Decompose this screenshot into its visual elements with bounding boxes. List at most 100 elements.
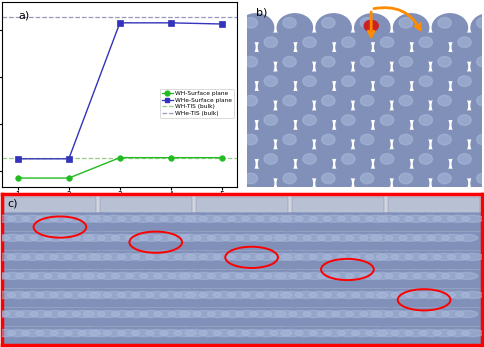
Circle shape <box>13 251 68 269</box>
Circle shape <box>154 311 176 318</box>
Circle shape <box>168 272 190 279</box>
Circle shape <box>27 327 82 345</box>
Circle shape <box>247 289 302 307</box>
Circle shape <box>239 14 274 42</box>
Circle shape <box>50 253 72 260</box>
Circle shape <box>419 37 433 48</box>
Circle shape <box>303 311 325 318</box>
Circle shape <box>286 289 342 307</box>
Circle shape <box>89 270 144 288</box>
Circle shape <box>190 289 246 307</box>
Circle shape <box>207 234 229 242</box>
Circle shape <box>371 311 393 318</box>
Circle shape <box>255 308 311 326</box>
Circle shape <box>266 308 321 326</box>
Circle shape <box>256 330 278 337</box>
Circle shape <box>413 72 449 100</box>
Circle shape <box>117 232 172 250</box>
Circle shape <box>80 213 136 231</box>
Circle shape <box>160 291 182 298</box>
Circle shape <box>170 232 226 250</box>
Circle shape <box>297 111 333 139</box>
Circle shape <box>329 213 384 231</box>
Circle shape <box>438 173 451 184</box>
Circle shape <box>447 253 469 260</box>
Circle shape <box>368 289 424 307</box>
Circle shape <box>289 234 311 242</box>
Circle shape <box>332 234 354 242</box>
Circle shape <box>458 37 471 48</box>
Circle shape <box>108 289 164 307</box>
Circle shape <box>452 111 484 139</box>
Circle shape <box>303 76 316 86</box>
Circle shape <box>441 272 464 279</box>
Circle shape <box>309 330 331 337</box>
Circle shape <box>227 270 282 288</box>
Circle shape <box>477 18 484 28</box>
Circle shape <box>69 251 125 269</box>
Circle shape <box>94 213 150 231</box>
Circle shape <box>125 234 148 242</box>
Circle shape <box>343 289 398 307</box>
Circle shape <box>125 272 148 279</box>
Circle shape <box>441 311 464 318</box>
Circle shape <box>361 134 374 145</box>
Circle shape <box>247 327 302 345</box>
Circle shape <box>419 154 433 164</box>
Circle shape <box>317 311 339 318</box>
Circle shape <box>261 251 317 269</box>
Circle shape <box>137 251 193 269</box>
Circle shape <box>410 289 466 307</box>
Circle shape <box>316 53 351 81</box>
Circle shape <box>74 308 130 326</box>
Circle shape <box>264 311 286 318</box>
Circle shape <box>247 213 302 231</box>
Circle shape <box>418 270 474 288</box>
Circle shape <box>309 291 331 298</box>
Circle shape <box>281 215 303 222</box>
Circle shape <box>204 213 260 231</box>
Circle shape <box>432 130 468 158</box>
Circle shape <box>0 270 48 288</box>
Circle shape <box>218 251 274 269</box>
Circle shape <box>89 308 144 326</box>
Circle shape <box>0 327 40 345</box>
Circle shape <box>41 213 97 231</box>
Circle shape <box>179 272 201 279</box>
Text: b): b) <box>256 7 268 17</box>
Circle shape <box>212 270 268 288</box>
Circle shape <box>342 154 355 164</box>
Circle shape <box>63 232 119 250</box>
Circle shape <box>286 213 342 231</box>
Circle shape <box>303 115 316 125</box>
Circle shape <box>361 173 374 184</box>
Circle shape <box>111 234 134 242</box>
Circle shape <box>418 308 474 326</box>
Circle shape <box>160 253 182 260</box>
Circle shape <box>256 253 278 260</box>
Circle shape <box>405 291 427 298</box>
Circle shape <box>80 289 136 307</box>
Circle shape <box>69 289 125 307</box>
Circle shape <box>185 291 207 298</box>
Circle shape <box>355 53 390 81</box>
Circle shape <box>266 232 321 250</box>
Circle shape <box>241 270 296 288</box>
Circle shape <box>303 37 316 48</box>
Circle shape <box>233 251 288 269</box>
Circle shape <box>118 253 139 260</box>
Circle shape <box>361 18 374 28</box>
FancyBboxPatch shape <box>388 197 480 344</box>
Circle shape <box>174 215 196 222</box>
Circle shape <box>366 291 388 298</box>
Circle shape <box>69 327 125 345</box>
Circle shape <box>343 213 398 231</box>
Circle shape <box>303 154 316 164</box>
Circle shape <box>322 308 378 326</box>
Circle shape <box>227 330 250 337</box>
Circle shape <box>27 251 82 269</box>
Circle shape <box>294 270 350 288</box>
Circle shape <box>44 311 66 318</box>
Circle shape <box>168 234 190 242</box>
Circle shape <box>337 291 360 298</box>
